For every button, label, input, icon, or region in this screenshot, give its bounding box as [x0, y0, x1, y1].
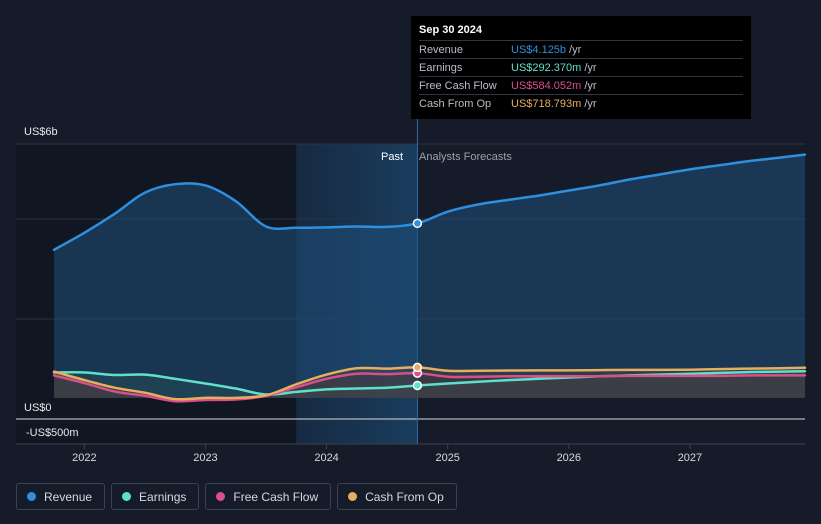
chart-markers	[412, 218, 423, 391]
tooltip-row-cash-from-op: Cash From Op US$718.793m /yr	[419, 94, 743, 112]
tooltip-row-free-cash-flow: Free Cash Flow US$584.052m /yr	[419, 76, 743, 94]
series-area-free-cash-flow	[54, 373, 805, 402]
tooltip-row-earnings: Earnings US$292.370m /yr	[419, 58, 743, 76]
past-region-label: Past	[381, 151, 403, 163]
series-marker-earnings	[412, 380, 423, 391]
tooltip-unit: /yr	[584, 61, 597, 74]
tooltip-unit: /yr	[569, 43, 582, 56]
legend-item-free-cash-flow[interactable]: Free Cash Flow	[205, 483, 332, 510]
tooltip-row-revenue: Revenue US$4.125b /yr	[419, 40, 743, 58]
legend-dot-icon	[216, 492, 226, 501]
y-axis-tick-label: US$0	[24, 402, 52, 414]
legend-item-revenue[interactable]: Revenue	[16, 483, 106, 510]
legend-dot-icon	[122, 492, 132, 501]
x-axis-tick-label: 2024	[314, 452, 338, 464]
tooltip-unit: /yr	[584, 79, 597, 92]
legend-item-cash-from-op[interactable]: Cash From Op	[337, 483, 457, 510]
tooltip-label: Earnings	[419, 61, 463, 74]
x-axis-tick-label: 2023	[193, 452, 217, 464]
chart-legend: Revenue Earnings Free Cash Flow Cash Fro…	[16, 483, 457, 510]
series-line-cash-from-op	[52, 366, 807, 401]
legend-label: Revenue	[44, 489, 93, 504]
chart-series-lines	[52, 153, 807, 403]
tooltip-value: US$584.052m	[511, 79, 582, 92]
series-line-free-cash-flow	[52, 371, 807, 403]
chart-area-fills	[54, 154, 805, 402]
x-axis-tick-label: 2026	[557, 452, 581, 464]
tooltip-value: US$292.370m	[511, 61, 582, 74]
tooltip-unit: /yr	[584, 97, 597, 110]
legend-item-earnings[interactable]: Earnings	[111, 483, 200, 510]
x-axis-tick-label: 2027	[678, 452, 702, 464]
tooltip-label: Cash From Op	[419, 97, 492, 110]
series-marker-cash-from-op	[412, 362, 423, 373]
tooltip-label: Free Cash Flow	[419, 79, 497, 92]
series-area-revenue	[54, 154, 805, 398]
tooltip-value: US$718.793m	[511, 97, 582, 110]
series-area-earnings	[54, 371, 805, 398]
tooltip-value: US$4.125b	[511, 43, 567, 56]
legend-label: Free Cash Flow	[233, 489, 319, 504]
legend-dot-icon	[348, 492, 358, 501]
series-marker-revenue	[412, 218, 423, 229]
chart-labels: Past Analysts Forecasts US$6b US$0 -US$500…	[24, 126, 702, 464]
y-axis-tick-label: US$6b	[24, 126, 58, 138]
data-tooltip: Sep 30 2024 Revenue US$4.125b /yr Earnin…	[411, 16, 751, 119]
x-axis-tick-label: 2022	[72, 452, 96, 464]
series-line-earnings	[52, 369, 807, 396]
legend-label: Cash From Op	[365, 489, 444, 504]
x-axis-tick-label: 2025	[435, 452, 459, 464]
legend-dot-icon	[27, 492, 36, 501]
legend-label: Earnings	[139, 489, 187, 504]
y-axis-tick-label: -US$500m	[26, 427, 79, 439]
tooltip-label: Revenue	[419, 43, 464, 56]
tooltip-date: Sep 30 2024	[419, 24, 482, 36]
forecast-region-label: Analysts Forecasts	[419, 151, 512, 163]
series-line-revenue	[52, 153, 807, 252]
